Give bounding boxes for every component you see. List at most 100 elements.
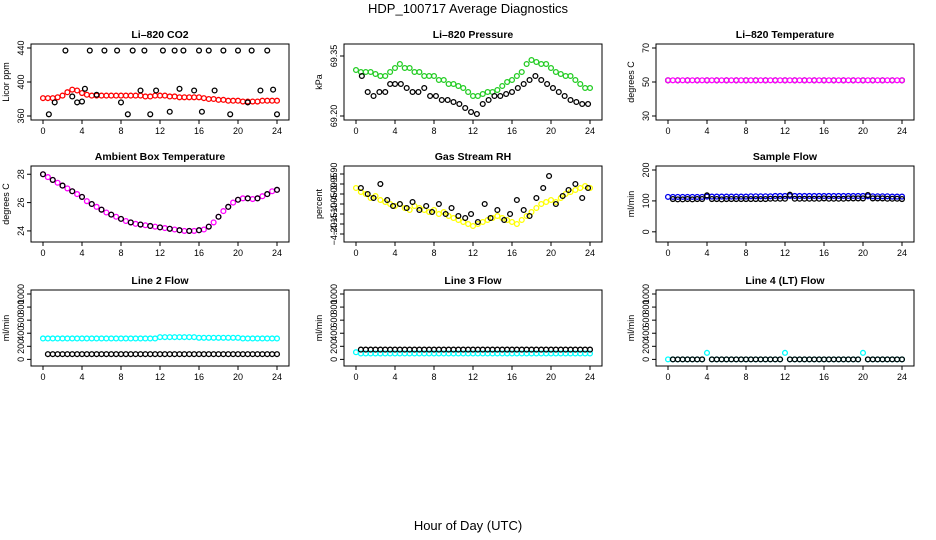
data-point — [528, 56, 535, 64]
data-point — [718, 356, 725, 363]
data-point — [791, 77, 798, 84]
data-point — [538, 200, 545, 208]
data-point — [137, 335, 144, 342]
x-tick-label: 8 — [431, 248, 436, 258]
plot-frame — [30, 43, 290, 121]
data-point — [44, 174, 51, 181]
data-point — [733, 356, 740, 363]
data-point — [444, 96, 451, 104]
data-point — [494, 206, 501, 214]
series-li-820-pressure-green — [352, 56, 594, 100]
data-point — [127, 92, 134, 99]
x-tick-label: 16 — [194, 372, 204, 382]
data-point — [426, 72, 433, 80]
data-point — [44, 95, 51, 102]
data-point — [859, 349, 867, 356]
data-point — [552, 200, 559, 208]
data-point — [39, 95, 47, 102]
data-point — [132, 335, 139, 342]
data-point — [689, 356, 696, 363]
data-point — [884, 77, 891, 84]
data-point — [264, 47, 271, 54]
chart-panel: Line 4 (LT) Flow 0 4 8 12 16 20 24 0 200400600800… — [626, 275, 915, 382]
data-point — [513, 72, 520, 80]
x-tick-label: 4 — [79, 372, 84, 382]
data-point — [161, 351, 168, 358]
data-point — [518, 68, 525, 76]
data-point — [249, 351, 256, 358]
data-point — [567, 72, 574, 80]
data-point — [384, 196, 391, 204]
chart-panel: Sample Flow 0 4 8 12 16 20 24 0 100 200 ml/min — [626, 151, 915, 258]
data-point — [239, 335, 246, 342]
y-axis-label: ml/min — [1, 315, 11, 342]
data-point — [176, 334, 183, 341]
data-point — [166, 93, 173, 100]
data-point — [362, 68, 369, 76]
data-point — [703, 192, 711, 199]
data-point — [269, 335, 276, 342]
data-point — [215, 351, 222, 358]
data-point — [387, 68, 394, 76]
x-tick-label: 12 — [468, 372, 478, 382]
data-point — [83, 335, 90, 342]
data-point — [584, 184, 592, 192]
data-point — [786, 77, 793, 84]
series-li-820-pressure-black — [358, 72, 592, 118]
data-point — [699, 196, 706, 203]
x-tick-label: 12 — [780, 248, 790, 258]
data-point — [479, 218, 486, 226]
data-point — [122, 351, 129, 358]
data-point — [869, 77, 876, 84]
data-point — [864, 356, 871, 363]
data-point — [508, 218, 516, 226]
page-title: HDP_100717 Average Diagnostics — [368, 1, 568, 16]
data-point — [427, 92, 434, 100]
x-tick-label: 0 — [665, 126, 670, 136]
x-tick-label: 24 — [897, 126, 907, 136]
data-point — [579, 194, 586, 202]
data-point — [176, 351, 183, 358]
data-point — [370, 92, 377, 100]
data-point — [820, 77, 828, 84]
data-point — [142, 335, 149, 342]
data-point — [811, 356, 818, 363]
data-point — [830, 77, 837, 84]
data-point — [845, 77, 852, 84]
data-point — [694, 77, 701, 84]
data-point — [547, 196, 555, 204]
series-line-3-flow-cyan — [352, 349, 594, 357]
data-point — [791, 356, 798, 363]
y-tick-label: 0 — [329, 357, 339, 362]
data-point — [186, 334, 193, 341]
y-axis-label: percent — [314, 188, 324, 219]
x-tick-label: 4 — [392, 126, 397, 136]
data-point — [129, 47, 136, 54]
data-point — [62, 47, 69, 54]
chart-title-ambient-box-temperature: Ambient Box Temperature — [95, 151, 226, 163]
data-point — [259, 97, 266, 104]
data-point — [403, 84, 410, 92]
data-point — [244, 351, 251, 358]
x-tick-label: 16 — [819, 126, 829, 136]
data-point — [225, 203, 232, 210]
data-point — [467, 210, 475, 218]
data-point — [74, 351, 81, 358]
data-point — [767, 77, 774, 84]
data-point — [88, 200, 95, 208]
data-point — [195, 94, 203, 101]
data-point — [215, 96, 222, 103]
data-point — [220, 47, 227, 54]
data-point — [269, 188, 276, 195]
x-tick-label: 4 — [392, 372, 397, 382]
data-point — [504, 78, 511, 86]
data-point — [898, 193, 906, 200]
x-tick-label: 0 — [40, 372, 45, 382]
data-point — [411, 68, 418, 76]
data-point — [508, 88, 516, 96]
data-point — [101, 47, 108, 54]
plot-frame — [655, 165, 915, 243]
data-point — [181, 351, 188, 358]
data-point — [416, 204, 423, 212]
